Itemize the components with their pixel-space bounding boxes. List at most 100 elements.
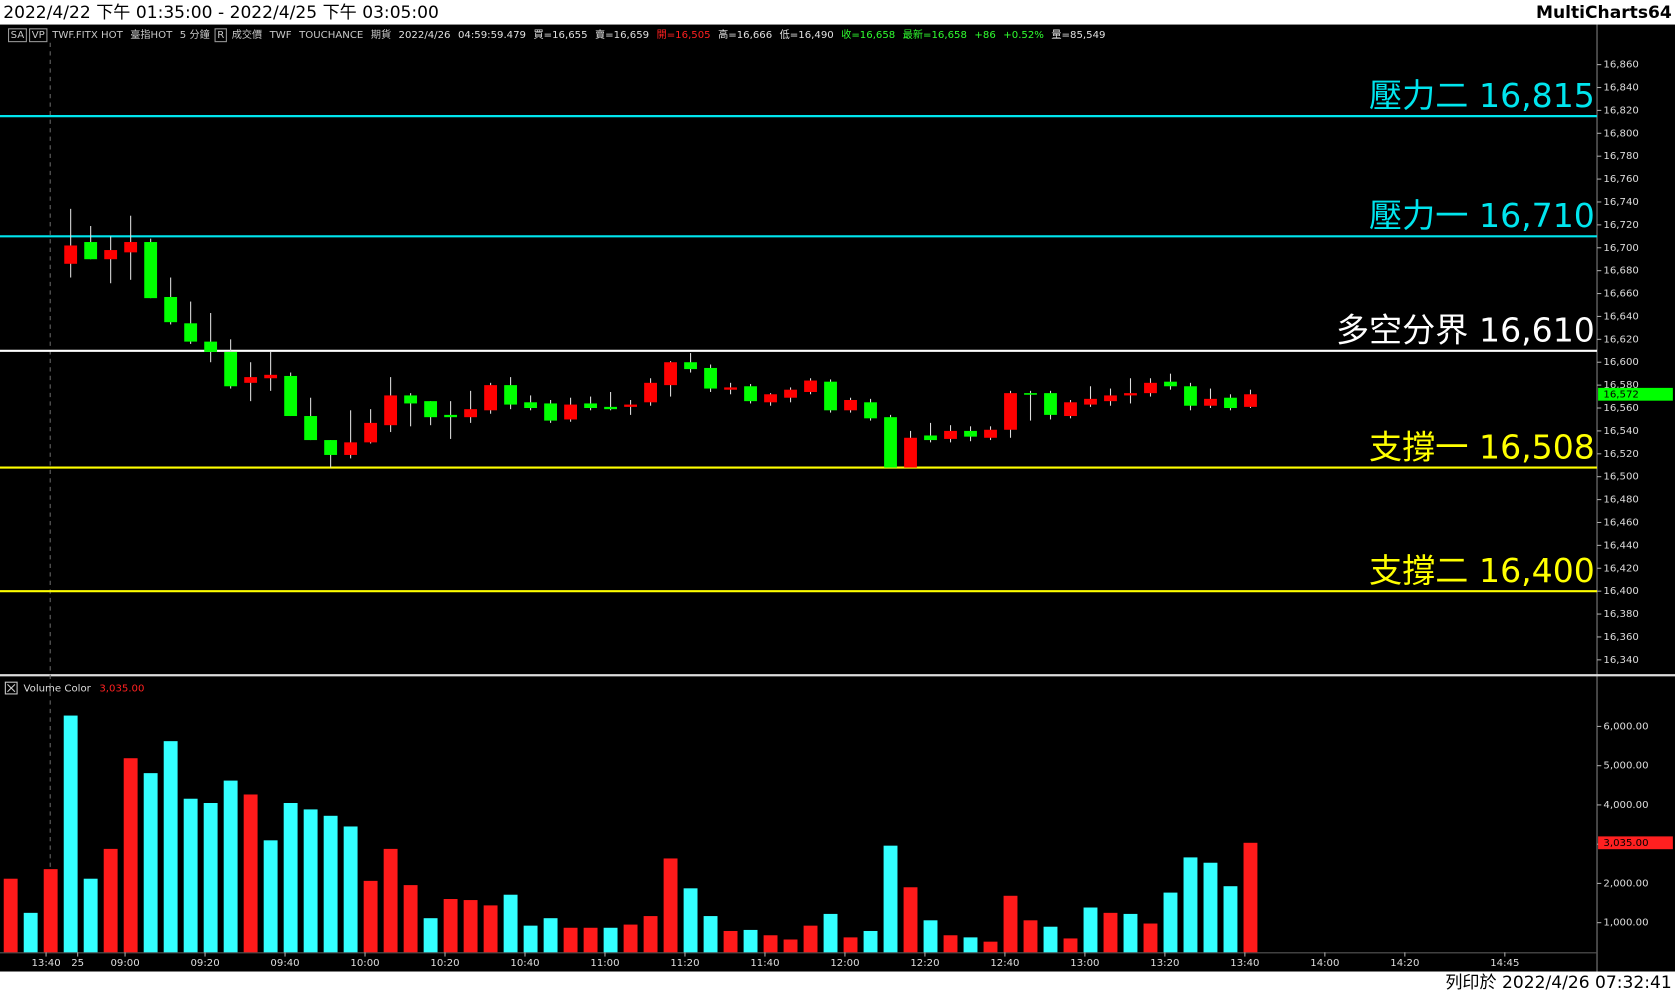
candle-body (1224, 397, 1237, 409)
volume-bar (323, 815, 338, 953)
candle-body (944, 430, 957, 439)
y-tick-label: 16,640 (1603, 311, 1638, 322)
candle-body (244, 377, 258, 383)
window-title: 2022/4/22 下午 01:35:00 - 2022/4/25 下午 03:… (3, 3, 439, 23)
y-tick-label: 16,400 (1603, 586, 1638, 597)
x-tick-label: 13:00 (1070, 958, 1099, 969)
y-tick-label: 16,820 (1603, 105, 1638, 116)
candle-body (584, 403, 597, 409)
volume-bar (363, 880, 378, 953)
toolbar-item: 期貨 (371, 28, 391, 41)
y-tick-label: 16,780 (1603, 151, 1638, 162)
toolbar-item: 臺指HOT (130, 28, 173, 41)
candle-body (984, 429, 997, 438)
toggle-icon (7, 683, 16, 693)
y-tick-label: 16,480 (1603, 495, 1638, 506)
volume-bar (1043, 926, 1058, 953)
last-volume-label: 3,035.00 (1603, 838, 1648, 849)
volume-bar (1023, 920, 1038, 953)
y-tick-label: 1,000.00 (1603, 918, 1648, 929)
candle-body (904, 437, 917, 468)
candle-body (1004, 393, 1017, 430)
candle-body (464, 409, 478, 418)
candle-body (304, 416, 318, 441)
level-name: 支撐一 (1369, 427, 1468, 466)
y-tick-label: 5,000.00 (1603, 761, 1648, 772)
volume-bar (163, 741, 178, 953)
candle-body (604, 406, 617, 410)
volume-bar (623, 924, 638, 953)
app-name: MultiCharts64 (1536, 3, 1672, 23)
toolbar: SA VP TWF.FITX HOT 臺指HOT 5 分鐘 R 成交價 TWF TOUCHANC… (8, 28, 1105, 43)
y-tick-label: 16,600 (1603, 357, 1638, 368)
candle-body (964, 430, 977, 437)
candle-body (764, 394, 777, 403)
volume-bar (523, 925, 538, 953)
level-name: 多空分界 (1336, 310, 1468, 349)
y-tick-label: 2,000.00 (1603, 878, 1648, 889)
toolbar-item: 成交價 (232, 28, 262, 41)
y-tick-label: 16,840 (1603, 83, 1638, 94)
x-tick-label: 10:20 (430, 958, 459, 969)
x-tick-label: 14:00 (1310, 958, 1339, 969)
toolbar-item: VP (32, 30, 45, 41)
volume-bar (423, 918, 438, 953)
volume-bar (643, 916, 658, 953)
indicator-toggle[interactable] (4, 681, 18, 695)
volume-bar (1103, 912, 1118, 953)
volume-bar (963, 937, 978, 953)
candle-body (1144, 382, 1157, 394)
volume-bar (903, 887, 918, 953)
candle-body (444, 414, 458, 418)
volume-bar (263, 840, 278, 953)
legend-name: Volume Color (24, 684, 92, 695)
level-value: 16,508 (1479, 427, 1595, 466)
candle-body (84, 242, 98, 260)
volume-bar (283, 803, 298, 953)
volume-bar (383, 848, 398, 953)
candle-body (864, 402, 877, 419)
y-tick-label: 16,460 (1603, 517, 1638, 528)
candle-body (1204, 398, 1217, 406)
x-tick-label: 09:00 (110, 958, 139, 969)
volume-bar (703, 916, 718, 953)
toolbar-box (29, 28, 48, 43)
volume-bar (883, 845, 898, 953)
volume-bar (103, 848, 118, 953)
candle-body (1064, 402, 1077, 417)
volume-bar (503, 894, 518, 953)
candle-body (664, 362, 677, 386)
y-tick-label: 16,540 (1603, 426, 1638, 437)
x-tick-label: 12:40 (990, 958, 1019, 969)
volume-bar (123, 758, 138, 953)
candle-body (924, 435, 937, 441)
candle-body (144, 242, 158, 299)
x-tick-label: 10:00 (350, 958, 379, 969)
volume-bar (1183, 857, 1198, 953)
level-label: 壓力一 16,710 (1369, 196, 1595, 235)
candle-body (844, 400, 857, 411)
y-tick-label: 16,720 (1603, 220, 1638, 231)
toolbar-item: SA (11, 30, 25, 41)
candle-body (784, 389, 797, 398)
x-tick-label: 25 (71, 958, 84, 969)
candle-body (1084, 398, 1097, 405)
x-tick-label: 11:40 (750, 958, 779, 969)
candle-body (744, 386, 757, 402)
y-tick-label: 16,420 (1603, 563, 1638, 574)
volume-bar (843, 937, 858, 953)
candle-body (104, 250, 118, 260)
candle-body (624, 404, 637, 407)
y-tick-label: 16,620 (1603, 334, 1638, 345)
volume-bar (3, 878, 18, 953)
x-tick-label: 09:20 (190, 958, 219, 969)
volume-bar (1143, 923, 1158, 953)
toolbar-item: TWF (269, 30, 292, 41)
candle-body (1024, 393, 1037, 395)
candle-body (484, 385, 498, 411)
x-tick-label: 11:20 (670, 958, 699, 969)
x-tick-label: 10:40 (510, 958, 539, 969)
candle-body (284, 375, 298, 417)
last-price-tag (1598, 387, 1673, 401)
